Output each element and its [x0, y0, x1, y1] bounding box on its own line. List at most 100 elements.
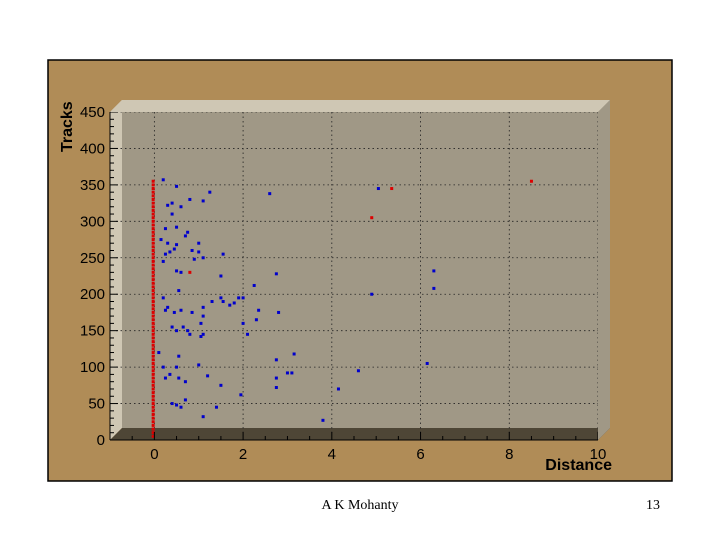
x-axis-title: Distance	[545, 457, 612, 474]
data-point-series-1	[177, 354, 181, 358]
x-axis-ticks: 0 2 4 6 8 10	[109, 432, 607, 463]
data-point-series-1	[370, 292, 374, 296]
data-point-series-1	[179, 308, 183, 312]
data-point-series-1	[179, 205, 183, 209]
data-point-series-2	[151, 267, 155, 271]
x-tick-label: 6	[416, 446, 424, 463]
footer-page-number: 13	[646, 498, 660, 513]
data-point-series-1	[252, 283, 256, 287]
data-point-series-2	[151, 183, 155, 187]
data-point-series-2	[151, 219, 155, 223]
data-point-series-2	[151, 296, 155, 300]
data-point-series-2	[151, 205, 155, 209]
data-point-series-1	[168, 372, 172, 376]
data-point-series-2	[151, 434, 155, 438]
data-point-series-2	[151, 351, 155, 355]
x-tick-label: 10	[590, 446, 607, 463]
data-point-series-2	[151, 321, 155, 325]
data-point-series-1	[177, 289, 181, 293]
data-point-series-2	[151, 238, 155, 242]
data-point-series-2	[151, 270, 155, 274]
data-point-series-2	[151, 427, 155, 431]
y-tick-label: 450	[80, 104, 105, 121]
y-tick-label: 0	[97, 432, 105, 449]
data-point-series-2	[151, 380, 155, 384]
data-point-series-1	[201, 305, 205, 309]
data-point-series-1	[172, 247, 176, 251]
data-point-series-1	[241, 296, 245, 300]
data-point-series-1	[274, 358, 278, 362]
data-point-series-2	[151, 358, 155, 362]
data-point-series-1	[274, 272, 278, 276]
data-point-series-2	[151, 234, 155, 238]
data-point-series-1	[201, 199, 205, 203]
data-point-series-2	[151, 190, 155, 194]
data-point-series-2	[151, 314, 155, 318]
data-point-series-2	[151, 289, 155, 293]
y-tick-label: 100	[80, 359, 105, 376]
data-point-series-1	[336, 387, 340, 391]
data-point-series-2	[151, 303, 155, 307]
data-point-series-2	[151, 241, 155, 245]
data-point-series-2	[151, 208, 155, 212]
data-point-series-1	[172, 310, 176, 314]
data-point-series-1	[432, 269, 436, 273]
data-point-series-2	[151, 372, 155, 376]
data-point-series-2	[151, 259, 155, 263]
data-point-series-1	[219, 274, 223, 278]
data-point-series-2	[151, 307, 155, 311]
data-point-series-1	[166, 305, 170, 309]
data-point-series-2	[151, 387, 155, 391]
data-point-series-1	[163, 376, 167, 380]
data-point-series-1	[186, 329, 190, 333]
data-point-series-2	[529, 179, 533, 183]
data-point-series-1	[175, 365, 179, 369]
data-point-series-1	[186, 230, 190, 234]
data-point-series-2	[151, 179, 155, 183]
data-point-series-1	[175, 403, 179, 407]
data-point-series-2	[151, 354, 155, 358]
data-point-series-2	[151, 402, 155, 406]
data-point-series-2	[151, 405, 155, 409]
x-tick-label: 8	[505, 446, 513, 463]
data-point-series-2	[151, 394, 155, 398]
data-point-series-2	[151, 245, 155, 249]
data-point-series-1	[214, 405, 218, 409]
data-point-series-1	[376, 187, 380, 191]
data-point-series-1	[237, 296, 241, 300]
data-point-series-2	[151, 278, 155, 282]
scatter-points	[151, 178, 533, 438]
data-point-series-2	[151, 398, 155, 402]
data-point-series-2	[151, 252, 155, 256]
data-point-series-1	[175, 269, 179, 273]
data-point-series-1	[199, 334, 203, 338]
data-point-series-1	[219, 296, 223, 300]
data-point-series-2	[151, 332, 155, 336]
y-tick-label: 50	[88, 396, 105, 413]
x-tick-label: 0	[150, 446, 158, 463]
y-tick-label: 350	[80, 177, 105, 194]
data-point-series-2	[151, 187, 155, 191]
data-point-series-1	[179, 270, 183, 274]
data-point-series-2	[151, 263, 155, 267]
data-point-series-1	[190, 310, 194, 314]
data-point-series-2	[370, 216, 374, 220]
data-point-series-2	[390, 187, 394, 191]
data-point-series-1	[208, 190, 212, 194]
data-point-series-2	[151, 300, 155, 304]
data-point-series-2	[151, 409, 155, 413]
data-point-series-1	[163, 252, 167, 256]
data-point-series-1	[190, 248, 194, 252]
data-point-series-1	[183, 380, 187, 384]
data-point-series-1	[170, 402, 174, 406]
data-point-series-2	[151, 292, 155, 296]
data-point-series-1	[175, 225, 179, 229]
data-point-series-1	[254, 318, 258, 322]
data-point-series-1	[210, 300, 214, 304]
y-tick-label: 150	[80, 323, 105, 340]
data-point-series-1	[201, 332, 205, 336]
data-point-series-2	[151, 325, 155, 329]
data-point-series-1	[197, 241, 201, 245]
data-point-series-2	[151, 223, 155, 227]
data-point-series-1	[161, 296, 165, 300]
